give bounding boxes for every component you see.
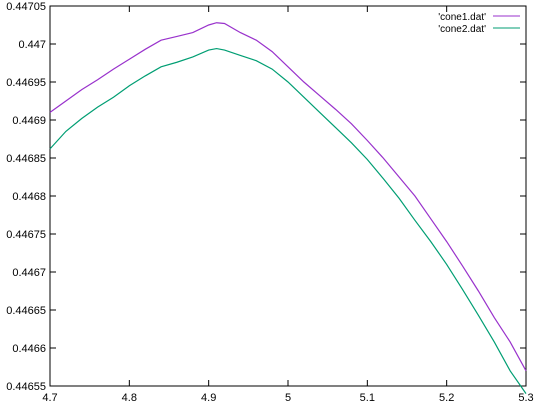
x-tick-label: 5.1 [360,392,375,404]
y-tick-label: 0.4468 [12,191,46,203]
series-line-2 [49,47,527,394]
y-tick-label: 0.447 [18,39,46,51]
y-tick-label: 0.44665 [6,305,46,317]
y-tick-label: 0.44655 [6,381,46,393]
series-line-1 [49,22,527,372]
legend-label-1: 'cone1.dat' [438,12,486,23]
legend: 'cone1.dat''cone2.dat' [438,12,520,35]
series-lines [49,22,527,394]
y-tick-label: 0.4467 [12,267,46,279]
y-tick-label: 0.44685 [6,153,46,165]
x-tick-label: 5.3 [518,392,533,404]
y-tick-label: 0.44675 [6,229,46,241]
x-tick-label: 4.7 [42,392,57,404]
legend-label-2: 'cone2.dat' [438,24,486,35]
y-tick-label: 0.4466 [12,343,46,355]
x-axis: 4.7 4.8 4.9 5 5.1 5.2 5.3 [42,6,534,404]
x-tick-label: 4.8 [122,392,137,404]
plot-frame [49,5,527,387]
x-tick-label: 5 [285,392,291,404]
y-tick-label: 0.44695 [6,77,46,89]
y-axis: 0.44655 0.4466 0.44665 0.4467 0.44675 0.4468 0… [6,1,526,393]
y-tick-label: 0.44705 [6,1,46,13]
x-tick-label: 4.9 [201,392,216,404]
y-tick-label: 0.4469 [12,115,46,127]
x-tick-label: 5.2 [439,392,454,404]
